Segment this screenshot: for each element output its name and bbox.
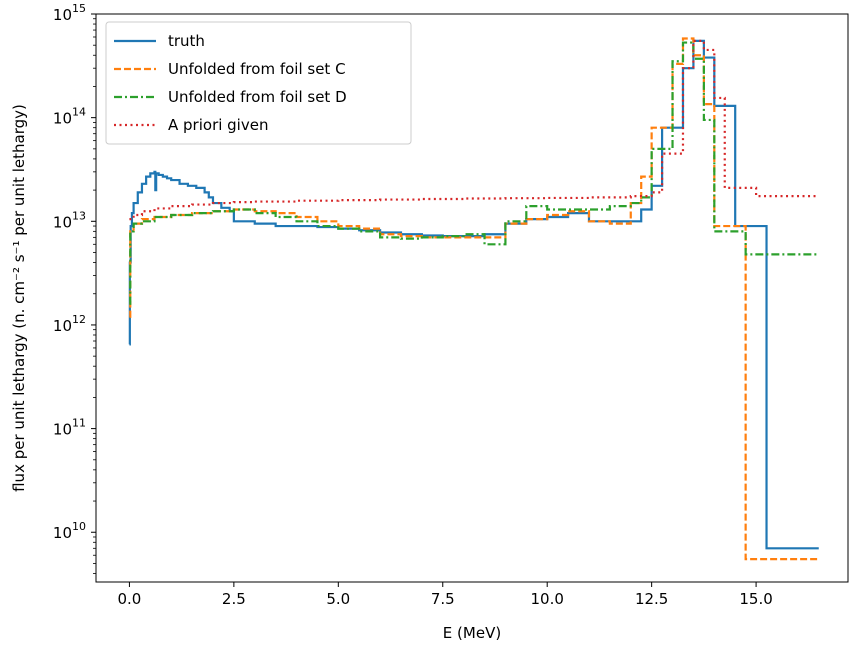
x-axis-label: E (MeV) [443, 624, 501, 642]
x-tick-label: 2.5 [222, 590, 246, 608]
legend-label: A priori given [168, 116, 268, 134]
legend-label: truth [168, 32, 205, 50]
x-tick-label: 0.0 [117, 590, 141, 608]
series-line-4 [129, 39, 819, 221]
x-tick-label: 15.0 [739, 590, 772, 608]
x-tick-label: 12.5 [635, 590, 668, 608]
series-layer [128, 37, 819, 561]
x-tick-label: 10.0 [530, 590, 563, 608]
plot-frame [95, 13, 849, 583]
y-tick-label: 1013 [53, 209, 86, 231]
series-line-2 [129, 37, 819, 561]
y-axis: 1010 1011 1012 1013 1014 1015 [53, 2, 96, 574]
y-tick-label: 1015 [53, 2, 86, 24]
legend-box [105, 21, 412, 145]
x-axis: 0.0 2.5 5.0 7.5 10.0 12.5 15.0 [117, 582, 773, 608]
legend-label: Unfolded from foil set C [168, 60, 346, 78]
y-tick-label: 1010 [53, 520, 86, 542]
y-tick-label: 1014 [53, 106, 86, 128]
x-tick-label: 7.5 [431, 590, 455, 608]
y-tick-label: 1011 [53, 417, 86, 439]
y-axis-label: flux per unit lethargy (n. cm⁻² s⁻¹ per … [10, 104, 28, 492]
legend: truth Unfolded from foil set C Unfolded fr… [105, 21, 412, 145]
x-tick-label: 5.0 [326, 590, 350, 608]
y-tick-label: 1012 [53, 313, 86, 335]
legend-label: Unfolded from foil set D [168, 88, 347, 106]
series-line-3 [129, 41, 819, 305]
